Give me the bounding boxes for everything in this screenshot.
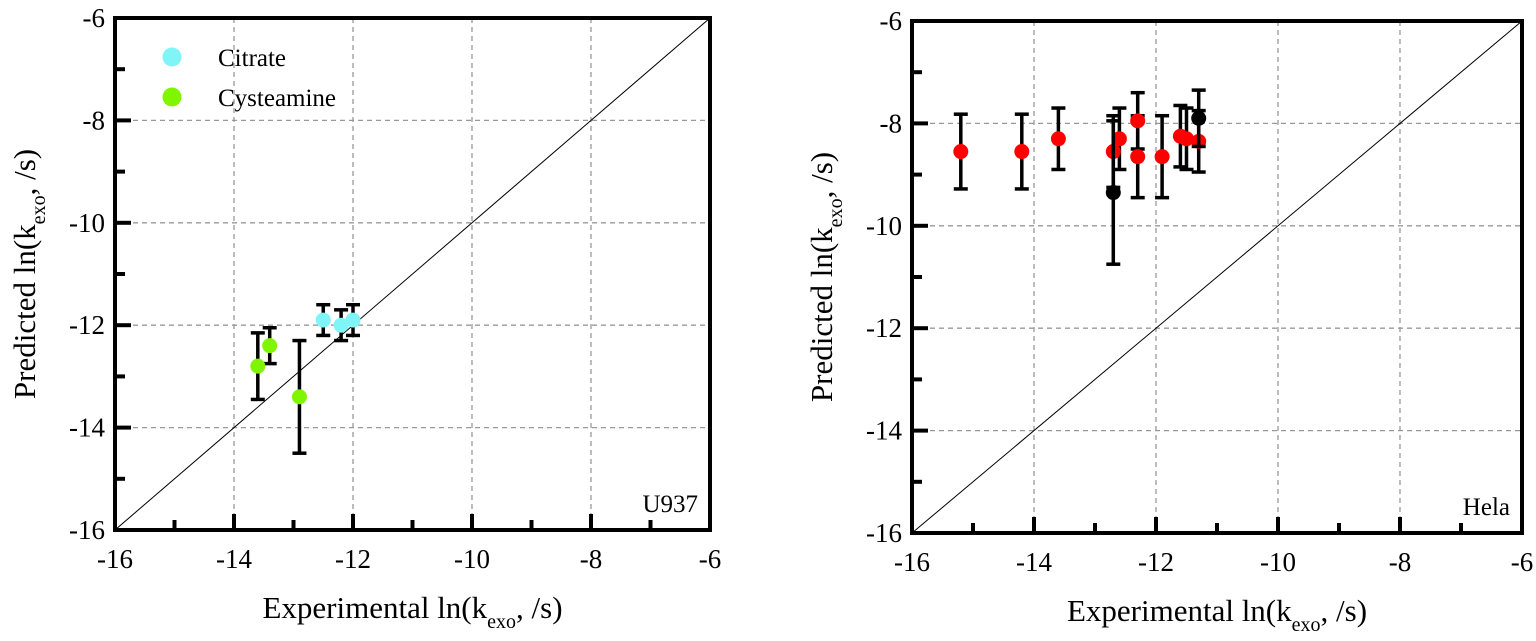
legend-label-citrate: Citrate [218,45,286,72]
legend-label-cysteamine: Cysteamine [218,85,336,112]
data-point [262,338,278,354]
x-tick-label: -16 [97,544,133,574]
axis-ticks [912,70,1463,533]
data-point [1154,149,1170,165]
data-point [1050,131,1066,147]
y-tick-label: -14 [866,416,902,446]
x-axis-title: Experimental ln(kexo, /s) [262,590,562,633]
grid-lines [912,21,1522,533]
data-point [1179,131,1194,147]
y-tick-label: -8 [880,108,903,138]
y-tick-label: -10 [69,208,105,238]
x-tick-label: -6 [1511,547,1534,577]
legend: Citrate Cysteamine [162,45,336,112]
x-tick-label: -16 [894,547,930,577]
data-point [1111,131,1127,147]
axis-ticks [115,67,653,530]
y-tick-label: -6 [880,6,903,36]
y-axis-title: Predicted ln(kexo, /s) [804,152,847,402]
y-tick-label: -12 [866,313,902,343]
chart-panel-u937: -16 -14 -12 -10 -8 -6 -16 -14 -12 -10 -8 -6 Experime… [7,3,721,633]
y-tick-label: -16 [866,518,902,548]
x-tick-label: -14 [1016,547,1052,577]
x-tick-label: -8 [580,544,603,574]
data-point [953,144,969,160]
panel-label: U937 [642,491,698,518]
y-tick-label: -10 [866,211,902,241]
series-citrate [315,302,361,343]
chart-panel-hela: -16 -14 -12 -10 -8 -6 -16 -14 -12 -10 -8 -6 Experime… [804,6,1533,636]
data-point [1130,113,1146,129]
legend-marker-citrate [162,47,182,67]
x-axis-title: Experimental ln(kexo, /s) [1067,593,1367,636]
data-point [1105,185,1121,201]
y-axis-title: Predicted ln(kexo, /s) [7,149,50,399]
data-point [315,312,331,328]
y-tick-label: -16 [69,515,105,545]
y-tick-label: -6 [83,3,106,33]
data-point [1191,110,1207,126]
x-tick-label: -14 [216,544,252,574]
panel-label: Hela [1463,494,1510,521]
y-tick-label: -12 [69,310,105,340]
x-tick-label: -12 [1138,547,1174,577]
legend-marker-cysteamine [162,87,182,107]
x-tick-label: -6 [699,544,722,574]
x-tick-label: -12 [335,544,371,574]
data-point [333,317,349,333]
series-red [953,90,1207,200]
series-black [1105,88,1207,266]
data-point [250,358,266,374]
x-tick-label: -8 [1389,547,1412,577]
x-tick-label: -10 [454,544,490,574]
data-point [1130,149,1146,165]
identity-line [911,20,1523,534]
identity-line [114,17,711,531]
x-tick-label: -10 [1260,547,1296,577]
data-point [345,312,361,328]
data-point [1014,144,1030,160]
grid-lines [115,18,710,530]
y-tick-label: -8 [83,105,106,135]
series-cysteamine [250,326,307,455]
y-tick-label: -14 [69,413,105,443]
data-point [291,389,307,405]
